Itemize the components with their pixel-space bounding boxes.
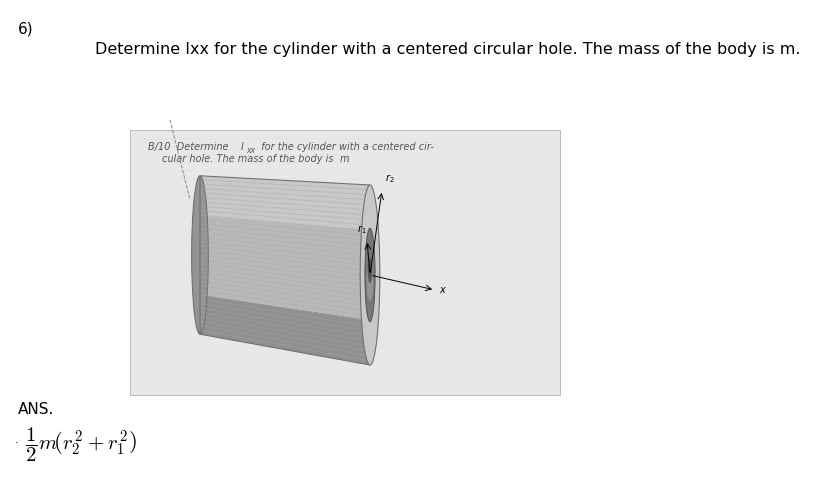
Bar (130, 130, 560, 395)
Text: $r_2$: $r_2$ (385, 172, 394, 185)
Text: $x$: $x$ (439, 285, 447, 295)
Polygon shape (200, 216, 370, 320)
Text: for the cylinder with a centered cir-: for the cylinder with a centered cir- (255, 142, 434, 152)
Polygon shape (200, 294, 370, 365)
Text: 6): 6) (18, 22, 33, 37)
Text: I: I (241, 142, 244, 152)
Text: m: m (340, 154, 350, 164)
Text: .: . (346, 154, 349, 164)
Ellipse shape (360, 185, 380, 365)
Text: $\dfrac{1}{2}m\!\left(r_2^{\,2}+r_1^{\,2}\right)$: $\dfrac{1}{2}m\!\left(r_2^{\,2}+r_1^{\,2… (25, 425, 137, 464)
Text: cular hole. The mass of the body is: cular hole. The mass of the body is (162, 154, 337, 164)
Text: $r_1$: $r_1$ (357, 223, 367, 236)
Polygon shape (200, 176, 370, 230)
Ellipse shape (367, 263, 373, 301)
Text: xx: xx (246, 146, 255, 155)
Ellipse shape (192, 176, 208, 334)
Ellipse shape (365, 228, 375, 322)
Text: ANS.: ANS. (18, 402, 54, 417)
Text: ·: · (15, 438, 19, 448)
Ellipse shape (367, 257, 372, 283)
Text: B/10  Determine: B/10 Determine (148, 142, 232, 152)
Text: Determine Ixx for the cylinder with a centered circular hole. The mass of the bo: Determine Ixx for the cylinder with a ce… (95, 42, 801, 57)
